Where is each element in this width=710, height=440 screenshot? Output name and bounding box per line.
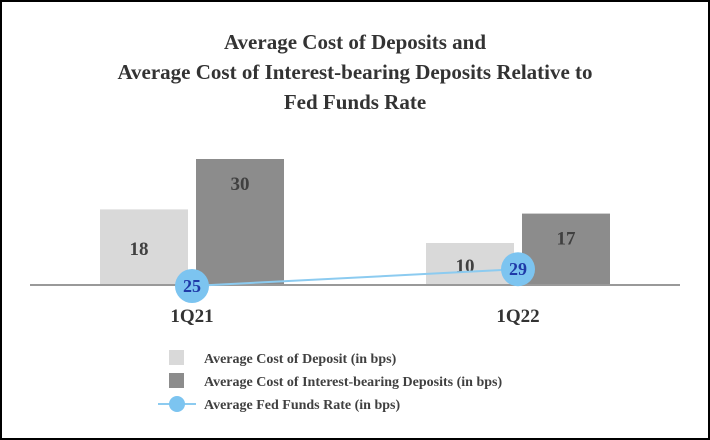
legend-swatch-series-1 <box>169 350 184 365</box>
legend-label-series-2: Average Cost of Interest-bearing Deposit… <box>204 375 502 390</box>
bar-1q22-series-2 <box>522 213 610 285</box>
chart-title-line-1: Average Cost of Deposits and <box>224 30 486 54</box>
legend-label-series-1: Average Cost of Deposit (in bps) <box>204 352 397 367</box>
legend-label-series-3: Average Fed Funds Rate (in bps) <box>204 398 400 413</box>
x-tick-label-1q22: 1Q22 <box>496 306 539 327</box>
x-tick-label-1q21: 1Q21 <box>170 306 213 327</box>
rate-value-label-1q22: 29 <box>509 259 527 279</box>
rate-line-segment <box>191 268 519 287</box>
legend-swatch-series-2 <box>169 373 184 388</box>
chart-title-line-3: Fed Funds Rate <box>284 90 426 114</box>
bar-value-label-1q22-series-2: 17 <box>557 229 577 250</box>
bar-value-label-1q21-series-2: 30 <box>231 174 250 195</box>
legend-marker-series-3 <box>169 396 185 412</box>
rate-point-1q22 <box>501 252 535 287</box>
chart-title-line-2: Average Cost of Interest-bearing Deposit… <box>117 60 592 84</box>
bar-1q21-series-1 <box>100 209 188 285</box>
bar-value-label-1q21-series-1: 18 <box>130 239 149 260</box>
bar-1q21-series-2 <box>196 159 284 285</box>
bar-value-label-1q22-series-1: 10 <box>456 256 475 277</box>
rate-point-1q21 <box>175 269 209 303</box>
rate-value-label-1q21: 25 <box>183 276 201 296</box>
bar-1q22-series-1 <box>426 243 514 285</box>
